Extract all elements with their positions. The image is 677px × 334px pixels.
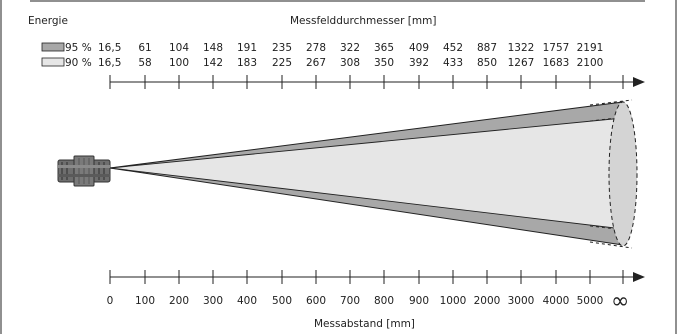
spot-value-95: 1757 [543, 42, 570, 54]
spot-value-95: 887 [477, 42, 497, 54]
spot-value-95: 278 [306, 42, 326, 54]
spot-value-95: 191 [237, 42, 257, 54]
spot-value-90: 1267 [508, 57, 535, 69]
distance-value: 400 [237, 295, 257, 307]
distance-value: 800 [374, 295, 394, 307]
cone-90-extension-top-dashed [589, 115, 633, 122]
cone-90-edge-bottom [109, 167, 624, 230]
spot-axis-ticks: 16,5 16,5 61 58 104 100 148 142 191 183 235 225 278 2… [98, 42, 624, 89]
spot-value-95: 16,5 [98, 42, 121, 54]
spot-value-90: 2100 [577, 57, 604, 69]
sensor-icon [57, 155, 111, 187]
spot-value-95: 1322 [508, 42, 535, 54]
spot-value-90: 1683 [543, 57, 570, 69]
distance-value: 600 [306, 295, 326, 307]
spot-value-95: 148 [203, 42, 223, 54]
spot-value-95: 235 [272, 42, 292, 54]
distance-value: 2000 [474, 295, 501, 307]
distance-value: 500 [272, 295, 292, 307]
distance-value: 100 [135, 295, 155, 307]
distance-value: 300 [203, 295, 223, 307]
cone-90-extension-bottom-dashed [589, 225, 633, 232]
spot-value-90: 308 [340, 57, 360, 69]
spot-value-90: 142 [203, 57, 223, 69]
spot-value-95: 2191 [577, 42, 604, 54]
spot-value-90: 392 [409, 57, 429, 69]
distance-value: 700 [340, 295, 360, 307]
spot-value-90: 183 [237, 57, 257, 69]
legend-swatch-90 [41, 57, 65, 67]
distance-axis-ticks: 0 100 200 300 400 500 600 700 800 900 1000 2000 3000… [107, 270, 624, 307]
spot-value-95: 409 [409, 42, 429, 54]
cone-extension-bottom-dashed [589, 241, 633, 249]
legend-label-95: 95 % [65, 42, 92, 54]
cone-90-area [110, 118, 623, 229]
spot-value-90: 350 [374, 57, 394, 69]
spot-value-95: 365 [374, 42, 394, 54]
spot-value-90: 267 [306, 57, 326, 69]
distance-value: 900 [409, 295, 429, 307]
spot-value-90: 16,5 [98, 57, 121, 69]
distance-title: Messabstand [mm] [314, 318, 415, 330]
distance-value: 4000 [543, 295, 570, 307]
spot-value-90: 100 [169, 57, 189, 69]
distance-value: 200 [169, 295, 189, 307]
energy-label: Energie [28, 15, 68, 27]
spot-value-90: 433 [443, 57, 463, 69]
spot-value-90: 225 [272, 57, 292, 69]
distance-axis-arrow-icon [633, 272, 645, 282]
infinity-symbol: ∞ [611, 289, 629, 314]
distance-value: 0 [107, 295, 114, 307]
spot-value-90: 58 [138, 57, 151, 69]
distance-value: 3000 [508, 295, 535, 307]
legend-swatch-95 [41, 42, 65, 52]
spot-value-95: 104 [169, 42, 189, 54]
legend-label-90: 90 % [65, 57, 92, 69]
distance-value: 1000 [440, 295, 467, 307]
spot-ellipse [608, 101, 638, 247]
spot-axis-arrow-icon [633, 77, 645, 87]
spot-value-90: 850 [477, 57, 497, 69]
distance-value: 5000 [577, 295, 604, 307]
spot-value-95: 322 [340, 42, 360, 54]
spot-value-95: 61 [138, 42, 151, 54]
spot-value-95: 452 [443, 42, 463, 54]
cone-90-edge-top [109, 117, 624, 169]
cone-extension-top-dashed [589, 99, 633, 106]
spot-diameter-title: Messfelddurchmesser [mm] [290, 15, 436, 27]
